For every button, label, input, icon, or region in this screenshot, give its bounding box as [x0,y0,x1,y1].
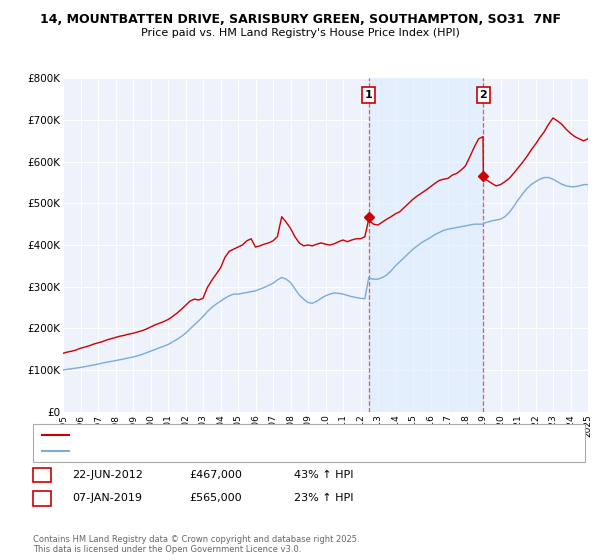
Text: 1: 1 [365,90,373,100]
Text: 23% ↑ HPI: 23% ↑ HPI [294,493,353,503]
Text: 14, MOUNTBATTEN DRIVE, SARISBURY GREEN, SOUTHAMPTON, SO31 7NF (detached house): 14, MOUNTBATTEN DRIVE, SARISBURY GREEN, … [75,430,511,439]
Text: 14, MOUNTBATTEN DRIVE, SARISBURY GREEN, SOUTHAMPTON, SO31  7NF: 14, MOUNTBATTEN DRIVE, SARISBURY GREEN, … [40,13,560,26]
Text: £565,000: £565,000 [189,493,242,503]
Text: 1: 1 [38,470,46,480]
Text: 2: 2 [38,493,46,503]
Text: Price paid vs. HM Land Registry's House Price Index (HPI): Price paid vs. HM Land Registry's House … [140,28,460,38]
Text: 2: 2 [479,90,487,100]
Text: £467,000: £467,000 [189,470,242,480]
Text: 43% ↑ HPI: 43% ↑ HPI [294,470,353,480]
Text: HPI: Average price, detached house, Fareham: HPI: Average price, detached house, Fare… [75,446,292,455]
Text: 22-JUN-2012: 22-JUN-2012 [72,470,143,480]
Bar [369,78,484,412]
Text: 07-JAN-2019: 07-JAN-2019 [72,493,142,503]
Text: Contains HM Land Registry data © Crown copyright and database right 2025.
This d: Contains HM Land Registry data © Crown c… [33,535,359,554]
